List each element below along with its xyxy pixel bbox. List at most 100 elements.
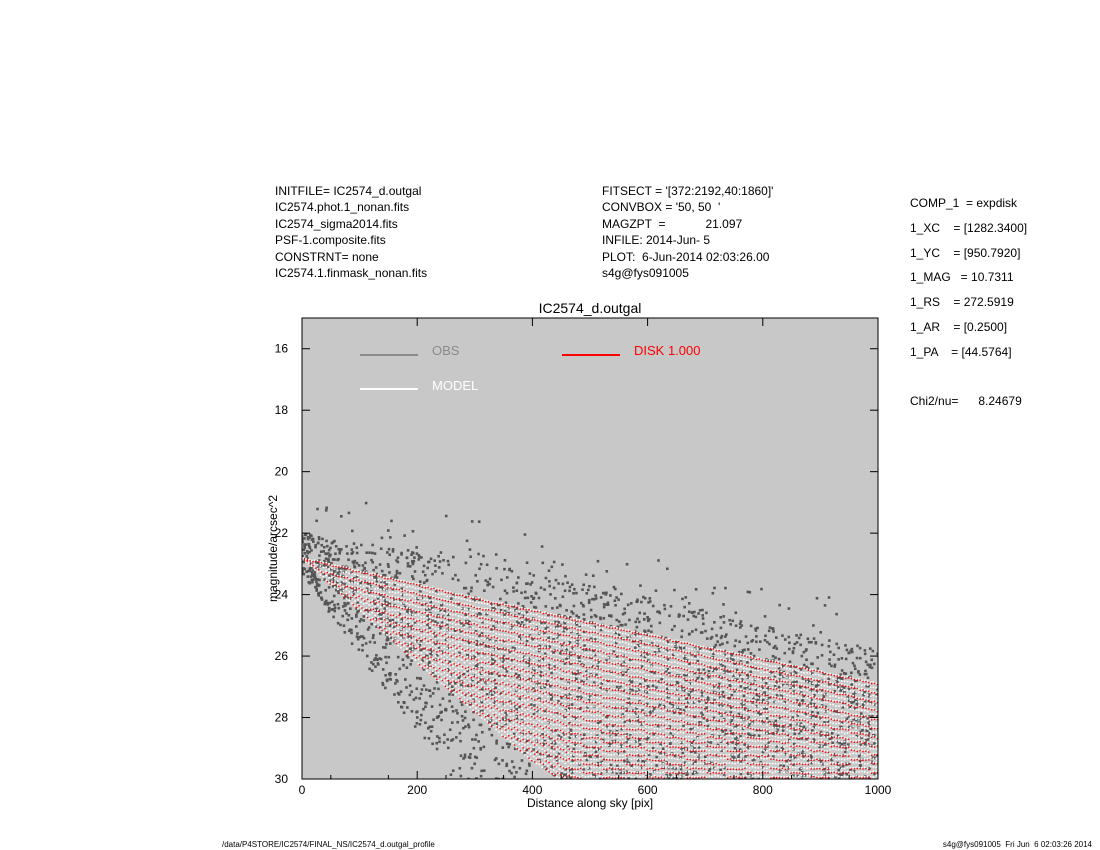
obs-point	[553, 742, 557, 745]
model-point	[495, 706, 497, 709]
obs-point	[503, 589, 507, 593]
obs-point	[799, 722, 803, 726]
model-point	[558, 737, 561, 739]
obs-point	[574, 717, 578, 720]
model-point	[498, 713, 500, 715]
obs-point	[852, 717, 855, 721]
model-point	[521, 671, 523, 674]
model-point	[584, 677, 587, 680]
obs-point	[684, 705, 688, 709]
model-point	[573, 661, 575, 663]
obs-point	[316, 561, 320, 565]
model-point	[518, 620, 520, 622]
obs-point	[337, 567, 341, 571]
model-point	[570, 674, 572, 677]
obs-point	[700, 677, 704, 680]
obs-point	[817, 680, 820, 683]
obs-point	[750, 665, 754, 669]
obs-point	[811, 687, 814, 691]
obs-point	[735, 668, 739, 672]
model-point	[544, 758, 546, 761]
obs-point	[624, 670, 628, 674]
model-point	[575, 688, 578, 691]
model-point	[498, 673, 500, 675]
model-point	[460, 699, 463, 702]
model-point	[489, 657, 492, 660]
obs-point	[582, 613, 586, 616]
model-point	[480, 681, 483, 684]
model-point	[593, 647, 595, 650]
model-point	[547, 617, 549, 619]
model-point	[449, 680, 451, 682]
model-point	[322, 561, 325, 564]
model-point	[541, 731, 543, 733]
obs-point	[505, 742, 509, 745]
model-point	[469, 706, 471, 709]
obs-point	[451, 769, 455, 773]
obs-point	[391, 550, 395, 553]
obs-point	[577, 656, 581, 660]
model-point	[573, 687, 575, 690]
obs-point	[553, 665, 557, 668]
obs-point	[412, 577, 415, 581]
model-point	[391, 629, 394, 632]
obs-point	[679, 777, 683, 779]
obs-point	[718, 735, 721, 738]
obs-point	[575, 623, 578, 626]
model-point	[555, 705, 558, 707]
obs-point	[772, 630, 775, 633]
model-point	[521, 751, 523, 753]
obs-point	[837, 763, 840, 766]
model-point	[564, 750, 567, 752]
obs-point	[382, 646, 385, 649]
model-point	[472, 640, 474, 642]
model-point	[501, 623, 503, 626]
obs-point	[767, 731, 770, 735]
model-point	[460, 667, 463, 670]
obs-point	[693, 751, 697, 754]
model-point	[547, 722, 549, 724]
model-point	[506, 647, 509, 650]
model-point	[489, 608, 492, 611]
model-point	[576, 780, 578, 782]
model-point	[411, 595, 414, 597]
obs-point	[508, 719, 511, 723]
obs-point	[584, 573, 588, 576]
model-point	[437, 675, 440, 677]
model-point	[305, 559, 307, 561]
model-point	[587, 730, 590, 733]
model-point	[555, 693, 558, 695]
model-point	[339, 565, 342, 568]
obs-point	[643, 630, 647, 633]
model-point	[503, 673, 506, 675]
obs-point	[590, 637, 593, 641]
model-point	[578, 653, 581, 656]
model-point	[492, 640, 495, 642]
obs-point	[510, 760, 514, 763]
model-point	[478, 665, 480, 668]
model-point	[506, 712, 509, 714]
model-point	[503, 629, 506, 631]
model-point	[426, 612, 428, 615]
model-point	[544, 755, 546, 758]
obs-point	[470, 683, 473, 687]
obs-point	[396, 556, 400, 560]
obs-point	[462, 624, 465, 627]
obs-point	[398, 612, 401, 616]
model-point	[486, 716, 489, 719]
model-point	[478, 713, 480, 715]
obs-point	[381, 681, 384, 685]
obs-point	[843, 741, 847, 745]
model-point	[593, 687, 595, 690]
obs-point	[323, 601, 327, 604]
model-point	[555, 761, 558, 764]
model-point	[489, 724, 492, 726]
model-point	[544, 724, 546, 727]
model-point	[483, 665, 486, 668]
obs-point	[843, 750, 847, 753]
obs-point	[456, 711, 459, 715]
obs-point	[550, 765, 554, 769]
obs-point	[491, 585, 495, 589]
obs-point	[350, 631, 353, 635]
model-point	[466, 665, 469, 667]
